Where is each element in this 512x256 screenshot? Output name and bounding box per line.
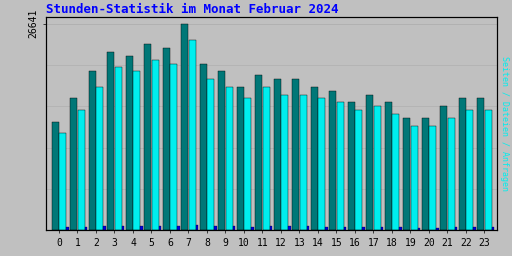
Bar xyxy=(436,228,439,230)
Bar xyxy=(214,226,217,230)
Bar xyxy=(96,87,103,230)
Bar xyxy=(418,228,420,230)
Bar xyxy=(270,226,272,230)
Bar xyxy=(348,102,355,230)
Bar xyxy=(466,110,474,230)
Bar xyxy=(115,67,122,230)
Bar xyxy=(89,71,96,230)
Bar xyxy=(455,227,457,230)
Bar xyxy=(300,94,307,230)
Bar xyxy=(177,226,180,230)
Bar xyxy=(477,99,484,230)
Bar xyxy=(355,110,362,230)
Bar xyxy=(473,227,476,230)
Bar xyxy=(66,227,69,230)
Bar xyxy=(385,102,392,230)
Bar xyxy=(263,87,270,230)
Bar xyxy=(318,99,326,230)
Bar xyxy=(152,60,159,230)
Bar xyxy=(133,71,140,230)
Bar xyxy=(362,227,365,230)
Bar xyxy=(273,79,281,230)
Bar xyxy=(189,40,196,230)
Bar xyxy=(492,227,495,230)
Bar xyxy=(329,91,336,230)
Bar xyxy=(292,79,299,230)
Bar xyxy=(226,87,233,230)
Bar xyxy=(200,63,207,230)
Bar xyxy=(78,110,85,230)
Bar xyxy=(232,226,236,230)
Bar xyxy=(244,99,251,230)
Bar xyxy=(170,63,177,230)
Bar xyxy=(52,122,58,230)
Bar xyxy=(282,94,288,230)
Bar xyxy=(181,24,188,230)
Bar xyxy=(485,110,492,230)
Bar xyxy=(163,48,169,230)
Bar xyxy=(59,133,67,230)
Bar xyxy=(140,226,143,230)
Bar xyxy=(411,126,418,230)
Bar xyxy=(121,226,124,230)
Bar xyxy=(448,118,455,230)
Bar xyxy=(403,118,410,230)
Bar xyxy=(392,114,399,230)
Bar xyxy=(421,118,429,230)
Bar xyxy=(325,227,328,230)
Bar xyxy=(237,87,244,230)
Y-axis label: Seiten / Dateien / Anfragen: Seiten / Dateien / Anfragen xyxy=(500,56,509,191)
Bar xyxy=(307,226,309,230)
Bar xyxy=(430,126,436,230)
Bar xyxy=(399,227,402,230)
Bar xyxy=(311,87,317,230)
Bar xyxy=(288,226,291,230)
Bar xyxy=(218,71,225,230)
Bar xyxy=(374,106,381,230)
Bar xyxy=(344,227,347,230)
Bar xyxy=(107,52,114,230)
Bar xyxy=(144,44,151,230)
Bar xyxy=(125,56,133,230)
Bar xyxy=(255,75,262,230)
Bar xyxy=(196,225,198,230)
Bar xyxy=(366,94,373,230)
Bar xyxy=(459,99,465,230)
Bar xyxy=(84,227,88,230)
Bar xyxy=(380,227,383,230)
Bar xyxy=(70,99,77,230)
Bar xyxy=(159,226,161,230)
Bar xyxy=(337,102,344,230)
Bar xyxy=(440,106,447,230)
Text: Stunden-Statistik im Monat Februar 2024: Stunden-Statistik im Monat Februar 2024 xyxy=(46,3,338,16)
Bar xyxy=(207,79,215,230)
Bar xyxy=(251,227,254,230)
Bar xyxy=(103,226,106,230)
